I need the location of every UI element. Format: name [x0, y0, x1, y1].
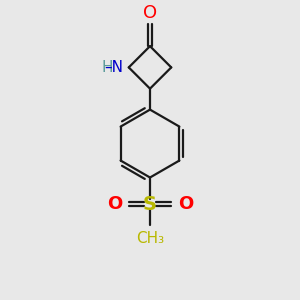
Text: O: O [107, 195, 122, 213]
Text: CH₃: CH₃ [136, 231, 164, 246]
Text: –N: –N [104, 60, 123, 75]
Text: O: O [143, 4, 157, 22]
Text: S: S [143, 195, 157, 214]
Text: O: O [178, 195, 193, 213]
Text: H: H [101, 60, 112, 75]
